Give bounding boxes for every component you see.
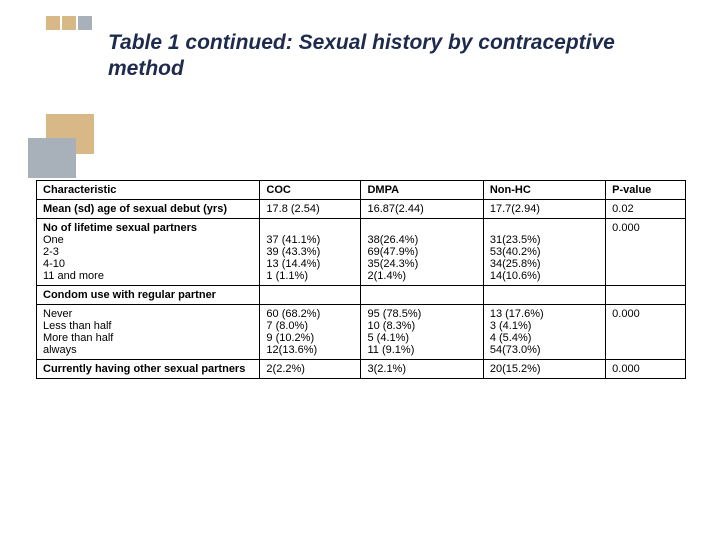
table-row: No of lifetime sexual partners One 2-3 4… xyxy=(37,219,686,286)
value-line: 12(13.6%) xyxy=(266,344,354,356)
value-line: 37 (41.1%) xyxy=(266,234,354,246)
col-characteristic: Characteristic xyxy=(37,181,260,200)
cell-value: 17.7(2.94) xyxy=(483,200,605,219)
cell-label: Condom use with regular partner xyxy=(37,286,260,305)
table-row: Mean (sd) age of sexual debut (yrs) 17.8… xyxy=(37,200,686,219)
value-line: 3 (4.1%) xyxy=(490,320,599,332)
value-line: 2(1.4%) xyxy=(367,270,476,282)
value-line xyxy=(490,222,599,234)
value-line: 9 (10.2%) xyxy=(266,332,354,344)
value-line: 53(40.2%) xyxy=(490,246,599,258)
table-row: Currently having other sexual partners 2… xyxy=(37,360,686,379)
cell-value xyxy=(606,286,686,305)
cell-value: 16.87(2.44) xyxy=(361,200,483,219)
sub-item: Never xyxy=(43,308,253,320)
row-heading: No of lifetime sexual partners xyxy=(43,222,197,234)
value-line: 13 (14.4%) xyxy=(266,258,354,270)
col-nonhc: Non-HC xyxy=(483,181,605,200)
sub-list: One 2-3 4-10 11 and more xyxy=(43,234,253,282)
table-header-row: Characteristic COC DMPA Non-HC P-value xyxy=(37,181,686,200)
value-line: 11 (9.1%) xyxy=(367,344,476,356)
cell-value: 0.000 xyxy=(606,305,686,360)
cell-value: 60 (68.2%) 7 (8.0%) 9 (10.2%) 12(13.6%) xyxy=(260,305,361,360)
deco-box xyxy=(78,16,92,30)
sub-item: Less than half xyxy=(43,320,253,332)
cell-value: 0.000 xyxy=(606,219,686,286)
cell-value: 2(2.2%) xyxy=(260,360,361,379)
value-line: 60 (68.2%) xyxy=(266,308,354,320)
table-row: Never Less than half More than half alwa… xyxy=(37,305,686,360)
cell-value: 95 (78.5%) 10 (8.3%) 5 (4.1%) 11 (9.1%) xyxy=(361,305,483,360)
value-line: 5 (4.1%) xyxy=(367,332,476,344)
cell-value: 3(2.1%) xyxy=(361,360,483,379)
value-line: 31(23.5%) xyxy=(490,234,599,246)
deco-box xyxy=(28,138,76,178)
cell-label: Mean (sd) age of sexual debut (yrs) xyxy=(37,200,260,219)
sub-item: 4-10 xyxy=(43,258,253,270)
deco-box xyxy=(46,16,60,30)
cell-value xyxy=(260,286,361,305)
sub-item: always xyxy=(43,344,253,356)
table-row: Condom use with regular partner xyxy=(37,286,686,305)
cell-label: Never Less than half More than half alwa… xyxy=(37,305,260,360)
value-line xyxy=(266,222,354,234)
cell-label: No of lifetime sexual partners One 2-3 4… xyxy=(37,219,260,286)
value-line: 7 (8.0%) xyxy=(266,320,354,332)
deco-box xyxy=(62,16,76,30)
cell-value: 20(15.2%) xyxy=(483,360,605,379)
value-line: 34(25.8%) xyxy=(490,258,599,270)
value-line: 13 (17.6%) xyxy=(490,308,599,320)
data-table: Characteristic COC DMPA Non-HC P-value M… xyxy=(36,180,686,379)
col-coc: COC xyxy=(260,181,361,200)
sub-item: 2-3 xyxy=(43,246,253,258)
value-line: 35(24.3%) xyxy=(367,258,476,270)
col-dmpa: DMPA xyxy=(361,181,483,200)
cell-value: 31(23.5%) 53(40.2%) 34(25.8%) 14(10.6%) xyxy=(483,219,605,286)
sub-item: One xyxy=(43,234,253,246)
value-line: 54(73.0%) xyxy=(490,344,599,356)
value-line: 1 (1.1%) xyxy=(266,270,354,282)
sub-item: 11 and more xyxy=(43,270,253,282)
value-line: 95 (78.5%) xyxy=(367,308,476,320)
slide-title: Table 1 continued: Sexual history by con… xyxy=(108,30,668,83)
cell-value: 38(26.4%) 69(47.9%) 35(24.3%) 2(1.4%) xyxy=(361,219,483,286)
value-line: 14(10.6%) xyxy=(490,270,599,282)
value-line: 69(47.9%) xyxy=(367,246,476,258)
cell-value: 0.000 xyxy=(606,360,686,379)
cell-value: 13 (17.6%) 3 (4.1%) 4 (5.4%) 54(73.0%) xyxy=(483,305,605,360)
cell-value xyxy=(483,286,605,305)
value-line: 10 (8.3%) xyxy=(367,320,476,332)
value-line: 39 (43.3%) xyxy=(266,246,354,258)
cell-value: 17.8 (2.54) xyxy=(260,200,361,219)
cell-value: 37 (41.1%) 39 (43.3%) 13 (14.4%) 1 (1.1%… xyxy=(260,219,361,286)
value-line xyxy=(367,222,476,234)
value-line: 4 (5.4%) xyxy=(490,332,599,344)
col-pvalue: P-value xyxy=(606,181,686,200)
value-line: 38(26.4%) xyxy=(367,234,476,246)
sub-item: More than half xyxy=(43,332,253,344)
cell-value xyxy=(361,286,483,305)
cell-label: Currently having other sexual partners xyxy=(37,360,260,379)
cell-value: 0.02 xyxy=(606,200,686,219)
